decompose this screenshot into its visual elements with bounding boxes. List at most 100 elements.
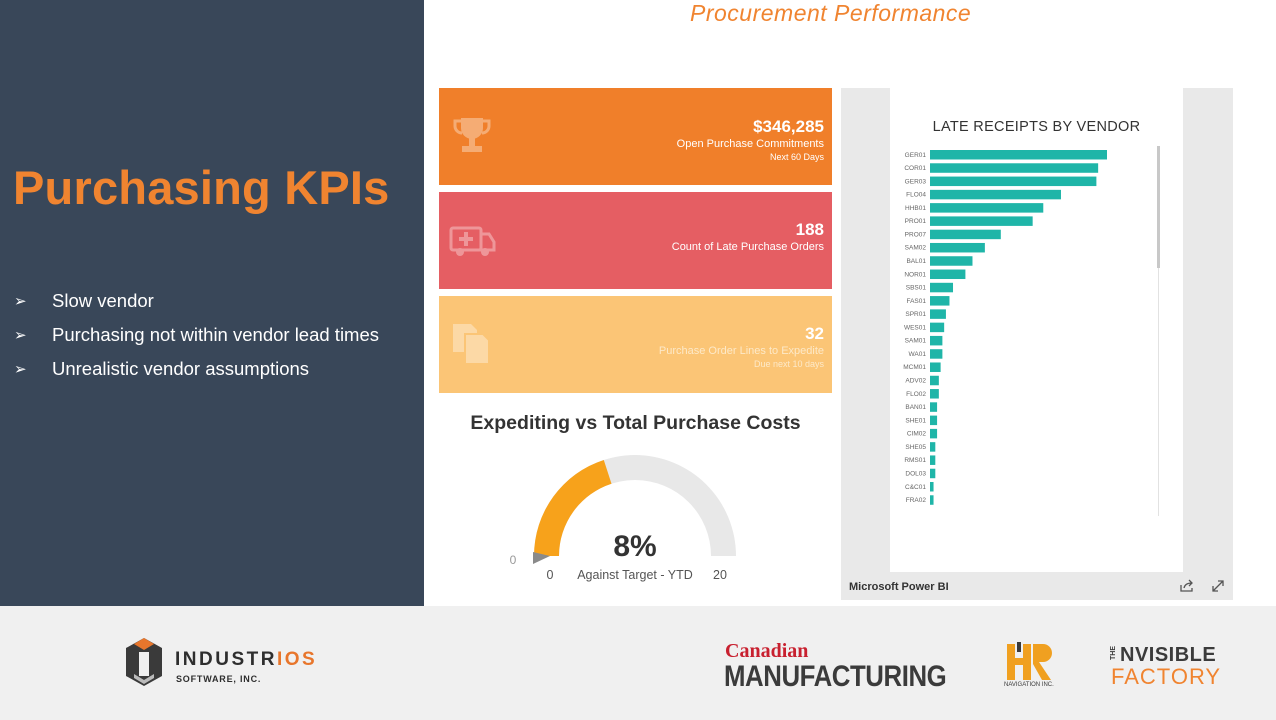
vendor-label: SBS01 xyxy=(906,285,927,292)
vendor-label: ADV02 xyxy=(905,378,926,385)
late-receipts-bar[interactable] xyxy=(930,322,945,333)
late-receipts-bar[interactable] xyxy=(930,482,934,492)
vendor-label: SHE05 xyxy=(905,444,926,451)
late-receipts-bar[interactable] xyxy=(930,242,985,253)
vendor-label: C&C01 xyxy=(905,484,926,491)
powerbi-brand: Microsoft Power BI xyxy=(849,581,949,593)
kpi-card-open-commitments[interactable]: $346,285 Open Purchase Commitments Next … xyxy=(439,88,832,185)
expand-icon[interactable] xyxy=(1211,579,1225,593)
late-receipts-bar[interactable] xyxy=(930,296,950,306)
vendor-label: PRO01 xyxy=(905,218,927,225)
arrow-bullet-icon: ➢ xyxy=(14,293,27,310)
arrow-bullet-icon: ➢ xyxy=(14,361,27,378)
bullet-item: ➢ Purchasing not within vendor lead time… xyxy=(14,318,379,352)
vendor-label: HHB01 xyxy=(905,205,926,212)
kpi-card-late-orders[interactable]: 188 Count of Late Purchase Orders xyxy=(439,192,832,289)
industrios-subtitle: SOFTWARE, INC. xyxy=(176,674,262,684)
hr-navigation-logo xyxy=(1007,642,1052,680)
bullet-text: Slow vendor xyxy=(52,290,154,311)
kpi-value: 32 xyxy=(805,324,824,343)
late-receipts-bar[interactable] xyxy=(930,362,941,372)
kpi-label: Count of Late Purchase Orders xyxy=(671,241,824,253)
bullet-item: ➢ Unrealistic vendor assumptions xyxy=(14,352,379,386)
late-receipts-bar[interactable] xyxy=(930,229,1001,240)
arrow-bullet-icon: ➢ xyxy=(14,327,27,344)
late-receipts-bar[interactable] xyxy=(930,189,1061,200)
invisible-factory-the: THE xyxy=(1110,646,1117,660)
kpi-label: Purchase Order Lines to Expedite xyxy=(658,345,824,357)
late-receipts-bar[interactable] xyxy=(930,269,966,280)
vendor-label: WA01 xyxy=(909,351,927,358)
late-receipts-bar[interactable] xyxy=(930,442,936,452)
late-receipts-bar[interactable] xyxy=(930,389,939,399)
gauge-min-label: 0 xyxy=(547,568,554,582)
canadian-manufacturing-bottom: MANUFACTURING xyxy=(724,660,947,693)
late-receipts-bar[interactable] xyxy=(930,309,946,319)
vendor-label: SAM02 xyxy=(905,245,927,252)
vendor-label: WES01 xyxy=(904,324,926,331)
vendor-label: SHE01 xyxy=(905,417,926,424)
invisible-factory-top: NVISIBLE xyxy=(1120,644,1217,666)
trophy-icon xyxy=(453,118,491,152)
kpi-label: Open Purchase Commitments xyxy=(676,138,824,150)
kpi-value: $346,285 xyxy=(753,117,824,136)
late-receipts-chart: GER01 COR01 GER03 FLO04 HHB01 PRO01 PRO07 SAM02… xyxy=(903,146,1160,516)
late-receipts-bar[interactable] xyxy=(930,495,934,505)
gauge-caption: Against Target - YTD xyxy=(577,568,693,582)
late-receipts-bar[interactable] xyxy=(930,349,943,359)
chart-scrollbar[interactable] xyxy=(1157,146,1160,268)
late-receipts-bar[interactable] xyxy=(930,282,954,293)
share-icon[interactable] xyxy=(1179,579,1195,593)
slide-title: Purchasing KPIs xyxy=(13,161,390,214)
vendor-label: GER03 xyxy=(905,178,927,185)
late-receipts-bar[interactable] xyxy=(930,150,1107,160)
hr-navigation-subtitle: NAVIGATION INC. xyxy=(1004,682,1054,688)
industrios-logo-icon xyxy=(126,638,162,686)
kpi-sublabel: Next 60 Days xyxy=(769,152,824,162)
powerbi-embed[interactable]: GER01 COR01 GER03 FLO04 HHB01 PRO01 PRO07 SAM02… xyxy=(841,88,1233,600)
gauge-value: 8% xyxy=(613,530,656,563)
gauge-max-label: 20 xyxy=(713,568,727,582)
left-panel: Purchasing KPIs ➢ Slow vendor ➢ Purchasi… xyxy=(0,0,424,606)
kpi-card-lines-to-expedite[interactable]: 32 Purchase Order Lines to Expedite Due … xyxy=(439,296,832,393)
gauge-target-label: 0 xyxy=(510,553,517,567)
ambulance-icon xyxy=(449,226,496,256)
late-receipts-bar[interactable] xyxy=(930,176,1097,187)
chart-scroll-track xyxy=(1158,146,1159,516)
late-receipts-bar[interactable] xyxy=(930,375,939,386)
industrios-word-b: IOS xyxy=(276,649,318,670)
late-receipts-bar[interactable] xyxy=(930,335,943,346)
vendor-label: CIM02 xyxy=(907,431,927,438)
vendor-label: FAS01 xyxy=(906,298,926,305)
late-receipts-bar[interactable] xyxy=(930,415,938,426)
late-receipts-bar[interactable] xyxy=(930,216,1033,226)
late-receipts-bar[interactable] xyxy=(930,468,936,479)
chart-title: LATE RECEIPTS BY VENDOR xyxy=(932,119,1141,135)
bullet-text: Purchasing not within vendor lead times xyxy=(52,324,380,345)
invisible-factory-bottom: FACTORY xyxy=(1111,664,1222,689)
vendor-label: SPR01 xyxy=(905,311,926,318)
dashboard-title: Procurement Performance xyxy=(690,0,972,26)
vendor-label: MCM01 xyxy=(903,364,926,371)
documents-icon xyxy=(453,324,490,365)
gauge-fill xyxy=(534,459,612,556)
industrios-word-a: INDUSTR xyxy=(175,649,277,670)
vendor-label: COR01 xyxy=(904,165,926,172)
gauge-title: Expediting vs Total Purchase Costs xyxy=(470,412,801,434)
vendor-label: FRA02 xyxy=(906,497,927,504)
late-receipts-bar[interactable] xyxy=(930,256,973,266)
kpi-sublabel: Due next 10 days xyxy=(753,359,824,369)
footer-logo-bar: INDUSTRIOS SOFTWARE, INC. Canadian MANUF… xyxy=(0,606,1276,720)
late-receipts-bar[interactable] xyxy=(930,455,936,465)
gauge-target-marker xyxy=(533,552,550,564)
late-receipts-bar[interactable] xyxy=(930,402,938,412)
late-receipts-bar[interactable] xyxy=(930,163,1099,173)
bullet-text: Unrealistic vendor assumptions xyxy=(52,358,310,379)
vendor-label: GER01 xyxy=(905,152,927,159)
vendor-label: RMS01 xyxy=(904,457,926,464)
late-receipts-bar[interactable] xyxy=(930,428,938,439)
late-receipts-bar[interactable] xyxy=(930,203,1044,213)
bullet-item: ➢ Slow vendor xyxy=(14,284,379,318)
industrios-wordmark: INDUSTRIOS xyxy=(175,649,317,671)
